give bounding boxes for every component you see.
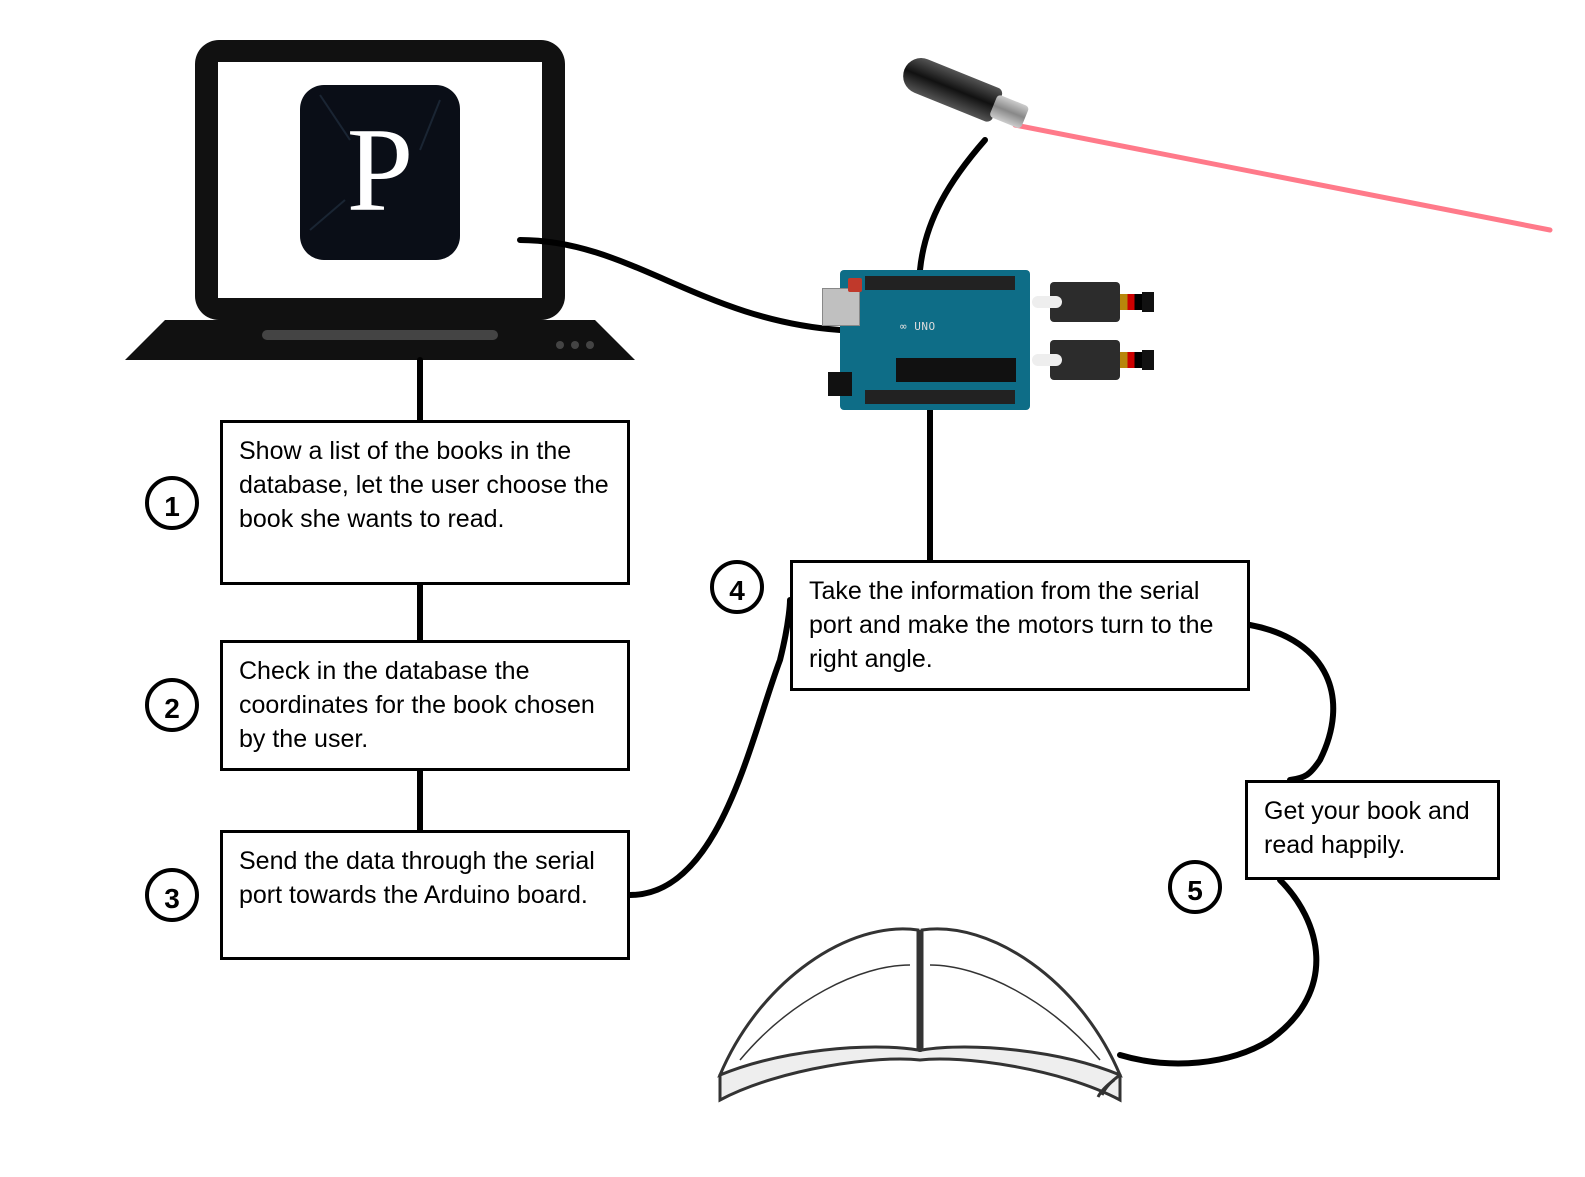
arduino-board-icon: ∞ UNO	[840, 270, 1030, 410]
servo-plug	[1142, 292, 1154, 312]
step-2-box: Check in the database the coordinates fo…	[220, 640, 630, 771]
connector-path	[1120, 880, 1316, 1063]
arduino-header-top	[865, 276, 1015, 290]
servo-motor-2-icon	[1050, 340, 1120, 380]
step-4-box: Take the information from the serial por…	[790, 560, 1250, 691]
arduino-label: ∞ UNO	[900, 320, 936, 333]
step-3-number: 3	[145, 868, 199, 922]
processing-logo-letter: P	[347, 103, 414, 236]
step-5-box: Get your book and read happily.	[1245, 780, 1500, 880]
servo-cable	[1120, 352, 1142, 368]
arduino-power-jack	[828, 372, 852, 396]
step-5-number: 5	[1168, 860, 1222, 914]
connector-path	[520, 240, 840, 330]
step-1-box: Show a list of the books in the database…	[220, 420, 630, 585]
connector-path	[920, 140, 985, 270]
diagram-stage: P ∞ UNO	[0, 0, 1585, 1177]
laser-beam	[1015, 125, 1550, 230]
connector-path	[1250, 625, 1333, 780]
laser-body	[898, 53, 1004, 124]
servo-horn	[1032, 296, 1062, 308]
book-icon	[720, 929, 1120, 1100]
laser-pointer-icon	[898, 53, 1032, 135]
step-1-number: 1	[145, 476, 199, 530]
arduino-header-bottom	[865, 390, 1015, 404]
arduino-mcu-chip	[896, 358, 1016, 382]
connector-path	[630, 600, 790, 895]
servo-plug	[1142, 350, 1154, 370]
servo-cable	[1120, 294, 1142, 310]
step-4-number: 4	[710, 560, 764, 614]
arduino-usb-port	[822, 288, 860, 326]
laser-tip	[989, 94, 1030, 129]
servo-motor-1-icon	[1050, 282, 1120, 322]
laptop-icon: P	[125, 40, 635, 360]
step-3-box: Send the data through the serial port to…	[220, 830, 630, 960]
step-2-number: 2	[145, 678, 199, 732]
servo-horn	[1032, 354, 1062, 366]
arduino-reset-button	[848, 278, 862, 292]
